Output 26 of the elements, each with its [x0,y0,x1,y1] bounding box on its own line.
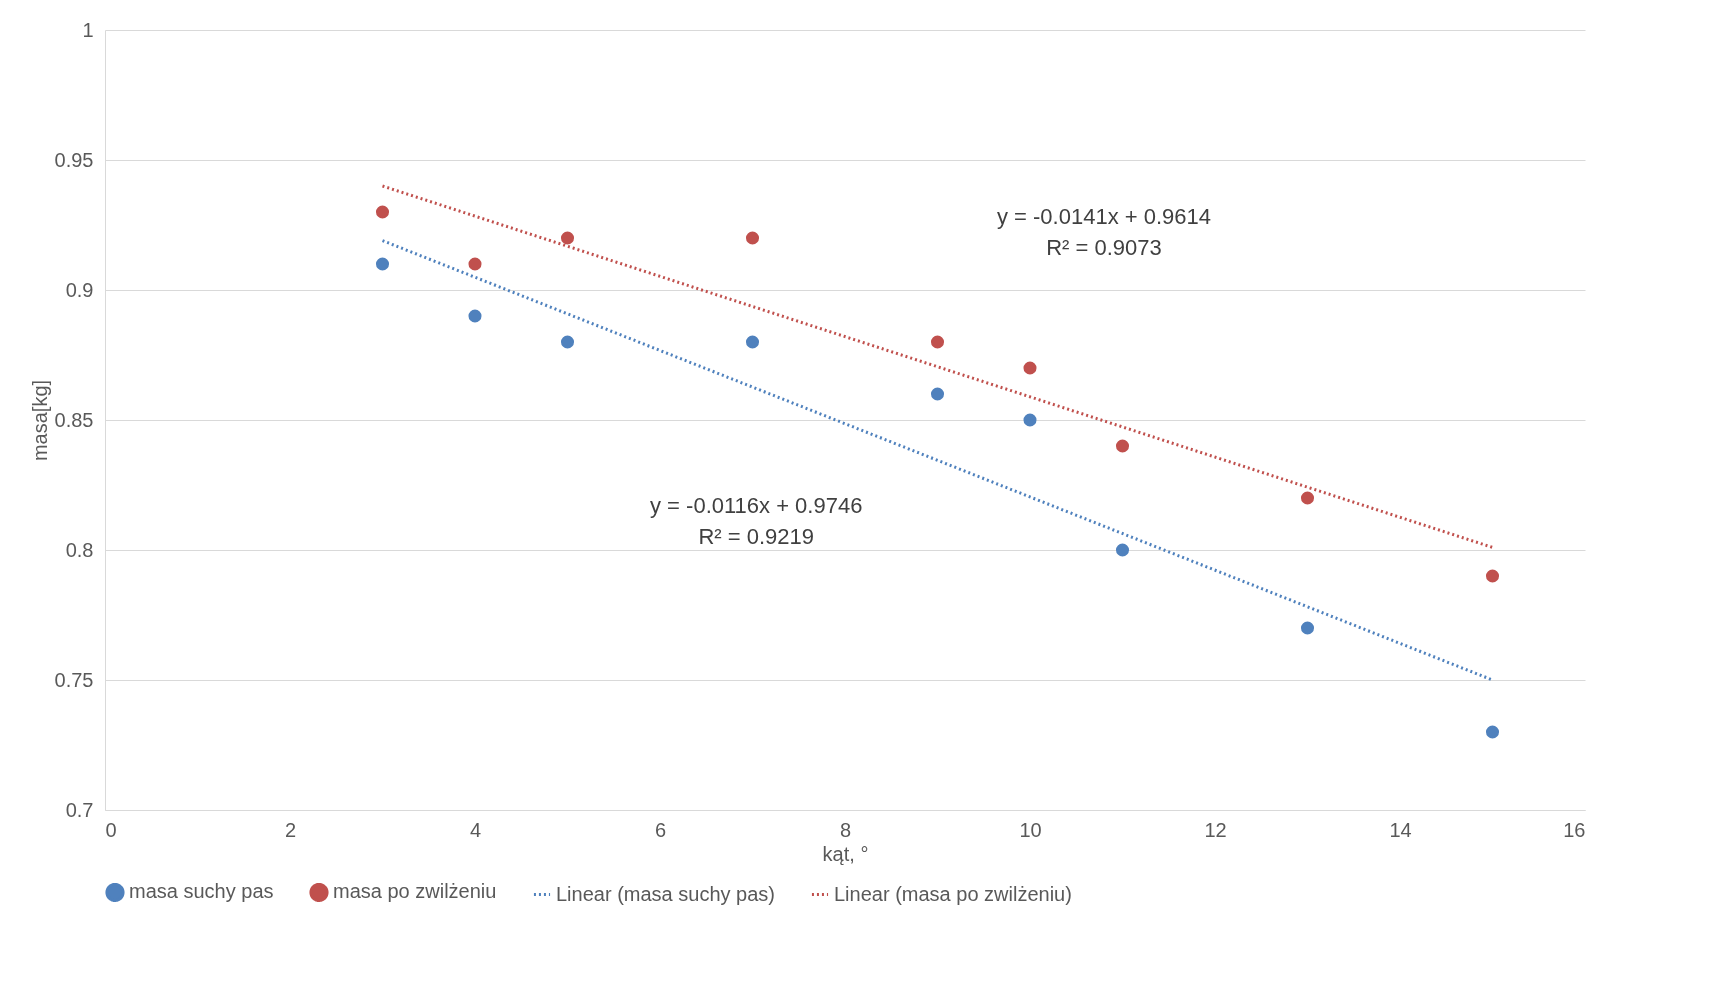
y-tick-label: 1 [82,18,94,41]
x-axis-title: kąt, ° [822,842,869,865]
legend-label: Linear (masa suchy pas) [556,882,775,905]
y-tick-label: 0.95 [54,148,94,171]
annotation: R² = 0.9073 [1046,235,1162,261]
y-tick-label: 0.9 [65,278,94,301]
legend-label: Linear (masa po zwilżeniu) [834,882,1072,905]
x-tick-label: 8 [839,818,852,841]
legend-label: masa po zwilżeniu [333,880,497,903]
annotation: y = -0.0116x + 0.9746 [649,492,863,518]
legend-label: masa suchy pas [129,880,274,903]
y-tick-label: 0.75 [54,668,94,691]
y-tick-label: 0.8 [65,538,94,561]
x-tick-label: 10 [1019,818,1042,841]
y-tick-label: 0.7 [65,798,94,821]
x-tick-label: 2 [284,818,297,841]
x-tick-label: 16 [1563,818,1586,841]
x-tick-label: 4 [469,818,482,841]
y-tick-label: 0.85 [54,408,94,431]
x-tick-label: 0 [105,818,117,841]
annotation: R² = 0.9219 [698,524,814,549]
x-tick-label: 6 [654,818,667,841]
x-tick-label: 12 [1204,818,1227,841]
y-axis-title: masa[kg] [28,379,51,462]
annotation: y = -0.0141x + 0.9614 [996,204,1212,230]
x-tick-label: 14 [1389,818,1412,841]
